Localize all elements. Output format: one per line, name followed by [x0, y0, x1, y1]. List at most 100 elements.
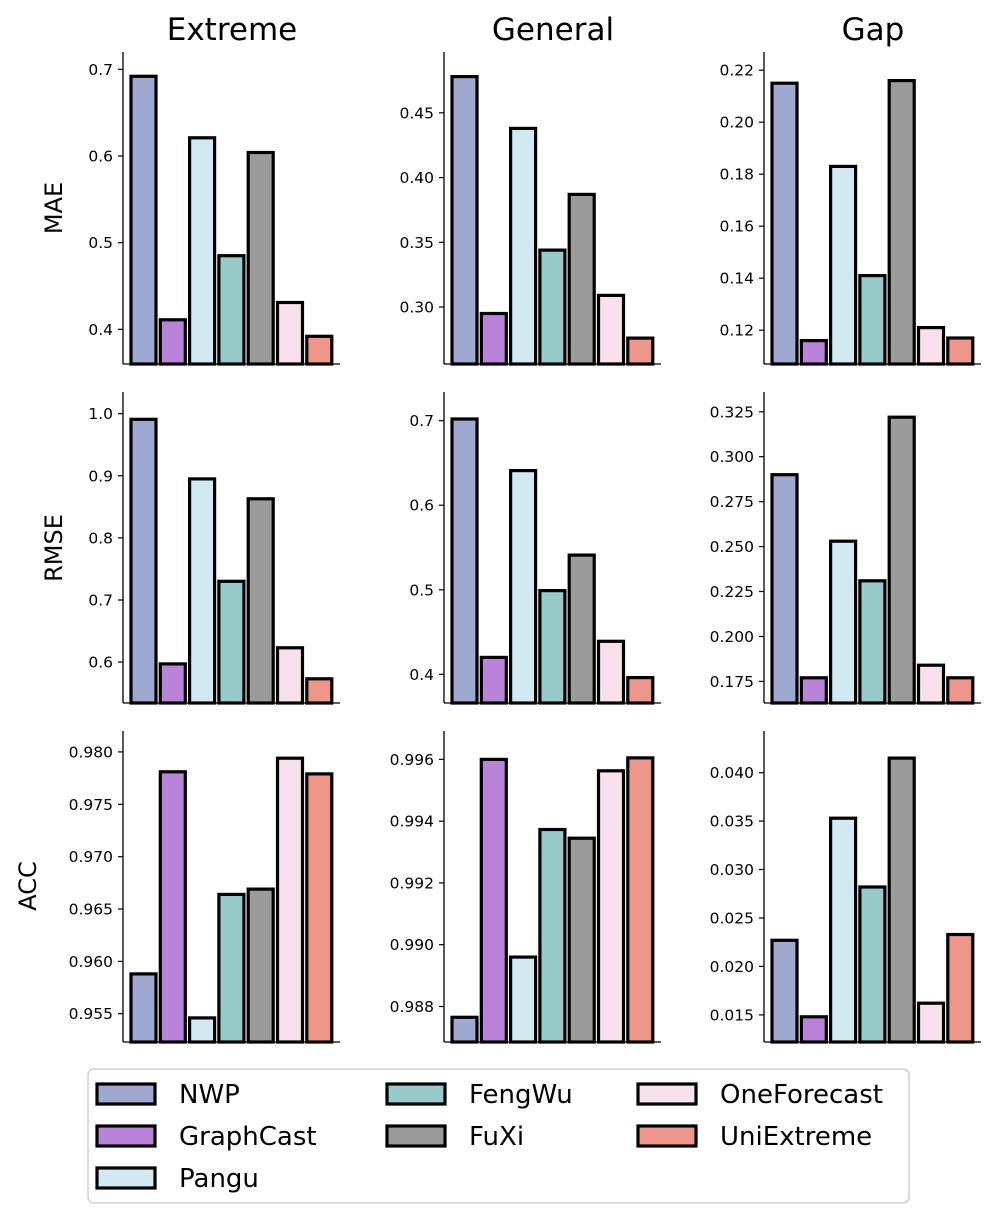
legend-item-pangu: Pangu	[95, 1164, 259, 1194]
y-tick-label: 0.250	[710, 538, 754, 556]
y-tick-label: 0.22	[719, 62, 754, 80]
legend-label-fuxi: FuXi	[469, 1122, 524, 1152]
y-tick-label: 0.990	[390, 936, 434, 954]
bar-graphcast	[479, 311, 508, 366]
bar-oneforecast	[596, 293, 626, 366]
bar-nwp	[770, 81, 799, 366]
y-tick-label: 0.035	[710, 813, 754, 831]
y-tick-label: 0.040	[710, 764, 754, 782]
bar-fengwu	[858, 579, 887, 705]
bar-oneforecast	[916, 1001, 946, 1044]
column-title-gap: Gap	[842, 12, 905, 48]
y-tick-label: 0.7	[88, 61, 113, 79]
panel-rmse-general: 0.4 0.5 0.6 0.7	[409, 392, 661, 705]
y-tick-label: 0.015	[710, 1006, 754, 1024]
bar-pangu	[828, 539, 858, 705]
bar-uniextreme	[626, 336, 655, 366]
column-title-general: General	[492, 12, 614, 48]
bar-uniextreme	[946, 336, 975, 366]
bar-pangu	[188, 1016, 217, 1044]
bar-nwp	[129, 417, 158, 705]
y-tick-label: 0.5	[409, 581, 434, 599]
y-tick-label: 0.6	[88, 654, 113, 672]
bar-fengwu	[217, 579, 246, 705]
legend-item-fengwu: FengWu	[385, 1080, 573, 1110]
y-tick-label: 0.4	[88, 321, 113, 339]
bar-graphcast	[799, 1015, 828, 1044]
y-tick-label: 0.960	[69, 953, 113, 971]
legend-label-pangu: Pangu	[179, 1164, 259, 1194]
row-label-rmse: RMSE	[40, 514, 68, 582]
column-title-extreme: Extreme	[167, 12, 298, 48]
bar-graphcast	[158, 770, 187, 1044]
bar-fuxi	[887, 756, 916, 1044]
legend-label-nwp: NWP	[179, 1080, 240, 1110]
y-tick-label: 0.975	[69, 796, 113, 814]
y-tick-label: 0.8	[88, 529, 113, 547]
y-tick-label: 0.970	[69, 848, 113, 866]
legend-swatch-fengwu	[385, 1082, 447, 1106]
y-tick-label: 0.7	[409, 412, 434, 430]
bar-oneforecast	[275, 300, 305, 366]
bar-fengwu	[538, 827, 567, 1044]
bar-nwp	[450, 417, 479, 705]
y-tick-label: 0.225	[710, 583, 754, 601]
y-tick-label: 0.325	[710, 403, 754, 421]
panel-acc-general: 0.988 0.990 0.992 0.994 0.996	[390, 731, 661, 1044]
y-tick-label: 0.992	[390, 874, 434, 892]
bar-graphcast	[799, 339, 828, 366]
bar-graphcast	[799, 676, 828, 705]
panels: 0.4 0.5 0.6 0.7 0.30 0.35 0.40 0.45 0.12 0.14 0.16…	[69, 52, 981, 1044]
legend-swatch-nwp	[95, 1082, 157, 1106]
y-tick-label: 0.6	[88, 148, 113, 166]
legend-frame	[87, 1068, 910, 1204]
y-tick-label: 0.16	[719, 218, 754, 236]
bar-fuxi	[567, 192, 596, 366]
bar-uniextreme	[305, 334, 334, 366]
bar-uniextreme	[626, 675, 655, 705]
bar-fengwu	[858, 274, 887, 366]
y-tick-label: 0.12	[719, 322, 754, 340]
bar-nwp	[450, 1015, 479, 1044]
bar-oneforecast	[916, 663, 946, 705]
bar-fengwu	[538, 588, 567, 705]
legend: NWP GraphCast Pangu FengWu FuXi OneForecast Un…	[87, 1068, 910, 1204]
panel-acc-gap: 0.015 0.020 0.025 0.030 0.035 0.040	[710, 731, 981, 1044]
panel-rmse-extreme: 0.6 0.7 0.8 0.9 1.0	[88, 392, 340, 705]
y-tick-label: 1.0	[88, 405, 113, 423]
legend-swatch-oneforecast	[636, 1082, 698, 1106]
legend-item-fuxi: FuXi	[385, 1122, 524, 1152]
y-tick-label: 0.275	[710, 493, 754, 511]
legend-swatch-pangu	[95, 1166, 157, 1190]
panel-mae-gap: 0.12 0.14 0.16 0.18 0.20 0.22	[719, 52, 981, 366]
y-tick-label: 0.020	[710, 958, 754, 976]
y-tick-label: 0.30	[399, 299, 434, 317]
column-titles: Extreme General Gap	[167, 12, 905, 48]
legend-label-uniextreme: UniExtreme	[720, 1122, 872, 1152]
y-tick-label: 0.20	[719, 114, 754, 132]
bar-uniextreme	[626, 756, 655, 1044]
bar-nwp	[770, 938, 799, 1044]
legend-item-uniextreme: UniExtreme	[636, 1122, 872, 1152]
y-tick-label: 0.200	[710, 628, 754, 646]
legend-item-nwp: NWP	[95, 1080, 240, 1110]
y-tick-label: 0.35	[399, 234, 434, 252]
y-tick-label: 0.7	[88, 592, 113, 610]
legend-item-oneforecast: OneForecast	[636, 1080, 883, 1110]
y-tick-label: 0.955	[69, 1005, 113, 1023]
y-tick-label: 0.994	[390, 813, 434, 831]
bar-nwp	[770, 473, 799, 705]
bar-fuxi	[567, 836, 596, 1044]
bar-oneforecast	[596, 769, 626, 1044]
bar-pangu	[509, 955, 538, 1044]
bar-fengwu	[217, 254, 246, 366]
bar-nwp	[129, 972, 158, 1044]
bar-uniextreme	[305, 772, 334, 1044]
y-tick-label: 0.45	[399, 104, 434, 122]
bar-pangu	[188, 477, 217, 705]
legend-swatch-uniextreme	[636, 1124, 698, 1148]
row-label-acc: ACC	[14, 861, 42, 911]
y-tick-label: 0.025	[710, 910, 754, 928]
y-tick-label: 0.300	[710, 448, 754, 466]
